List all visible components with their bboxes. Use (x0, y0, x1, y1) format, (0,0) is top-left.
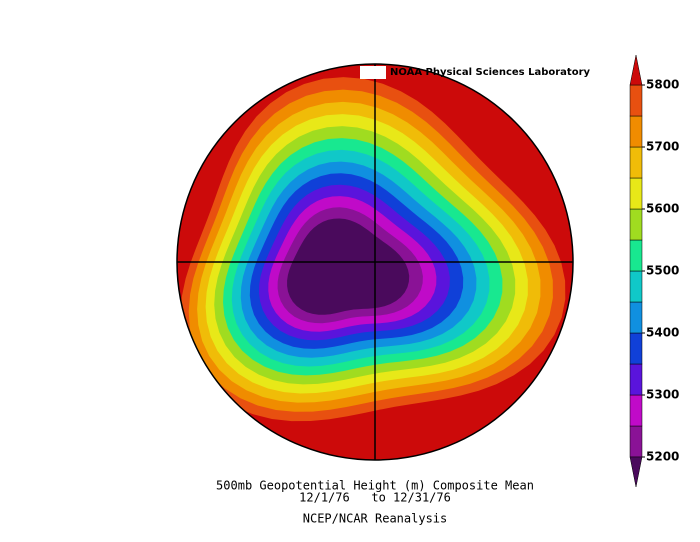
colorbar-bin (629, 115, 643, 148)
colorbar-tick-label: 5400 (646, 326, 679, 340)
source: NCEP/NCAR Reanalysis (303, 512, 448, 526)
map-border (176, 63, 574, 461)
colorbar-bin (629, 239, 643, 272)
colorbar-under (629, 456, 643, 488)
colorbar-bin (629, 177, 643, 210)
contour-fill (287, 218, 410, 315)
colorbar-bin (629, 332, 643, 365)
colorbar-bin (629, 301, 643, 334)
colorbar-bin (629, 146, 643, 179)
colorbar-bin (629, 84, 643, 117)
colorbar-bin (629, 208, 643, 241)
colorbar-tick-label: 5600 (646, 202, 679, 216)
colorbar-over (629, 54, 643, 86)
colorbar-tick-label: 5700 (646, 140, 679, 154)
subtitle: 12/1/76 to 12/31/76 (299, 491, 451, 505)
credit: NOAA Physical Sciences Laboratory (390, 67, 591, 78)
colorbar-bin (629, 425, 643, 458)
map (177, 64, 573, 460)
colorbar-tick-label: 5800 (646, 78, 679, 92)
colorbar-bin (629, 394, 643, 427)
colorbar-tick-label: 5200 (646, 450, 679, 464)
colorbar-tick-label: 5500 (646, 264, 679, 278)
colorbar-bin (629, 363, 643, 396)
colorbar: 5200 5300 5400 5500 5600 5700 5800 (629, 54, 679, 488)
colorbar-tick-label: 5300 (646, 388, 679, 402)
credit-box (360, 66, 386, 79)
colorbar-bin (629, 270, 643, 303)
title: 500mb Geopotential Height (m) Composite … (216, 479, 534, 493)
